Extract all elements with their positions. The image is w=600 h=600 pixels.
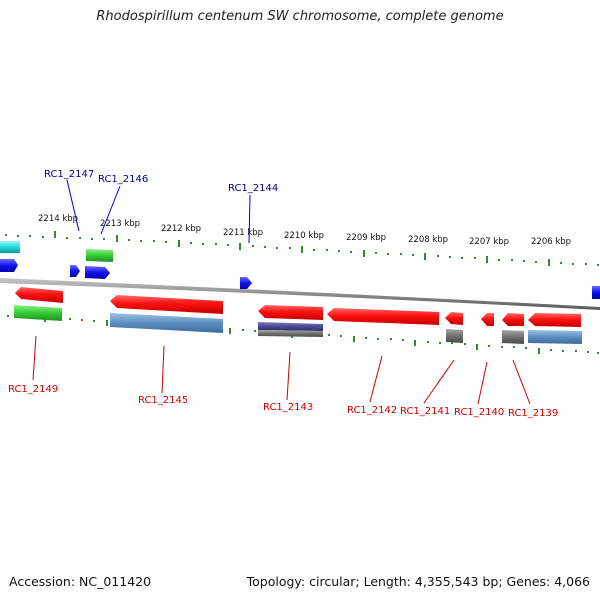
feature-blue-small[interactable] [70,265,80,277]
genome-summary: Topology: circular; Length: 4,355,543 bp… [246,574,590,589]
gene-red-rc1-2140[interactable] [481,313,494,326]
scale-label-2211: 2211 kbp [223,228,263,238]
gene-red-rc1-2149[interactable] [15,287,63,303]
cds-blue-rc1-2145[interactable] [110,313,223,333]
scale-label-2208: 2208 kbp [408,235,448,245]
label-rc1-2140[interactable]: RC1_2140 [454,407,504,418]
cds-blue-rc1-2139[interactable] [528,330,582,344]
gene-red-rc1-2141[interactable] [445,312,463,325]
gene-blue-rc1-2146[interactable] [85,266,110,279]
gene-red-rc1-2142[interactable] [327,308,439,325]
cds-gray-rc1-2143[interactable] [258,330,323,337]
label-rc1-2141[interactable]: RC1_2141 [400,406,450,417]
label-rc1-2146[interactable]: RC1_2146 [98,174,148,185]
feature-cyan-left[interactable] [0,241,20,253]
scale-label-2212: 2212 kbp [161,224,201,234]
cds-blocks [14,305,582,344]
scale-label-2210: 2210 kbp [284,231,324,241]
label-rc1-2147[interactable]: RC1_2147 [44,169,94,180]
upper-scale-ticks [5,231,599,266]
label-rc1-2149[interactable]: RC1_2149 [8,384,58,395]
cds-green-rc1-2146[interactable] [86,249,113,262]
scale-label-2206: 2206 kbp [531,237,571,247]
gene-red-rc1-2139[interactable] [528,313,581,327]
forward-labels: RC1_2147 RC1_2146 RC1_2144 [44,169,278,194]
label-rc1-2142[interactable]: RC1_2142 [347,405,397,416]
scale-label-2214: 2214 kbp [38,214,78,224]
cds-gray-rc1-2139a[interactable] [502,330,524,344]
cds-purple-rc1-2143[interactable] [258,322,323,331]
scale-labels: 2214 kbp 2213 kbp 2212 kbp 2211 kbp 2210… [38,214,571,247]
label-rc1-2144[interactable]: RC1_2144 [228,183,278,194]
chromosome-axis [0,278,600,310]
gene-blue-rc1-2144[interactable] [240,277,252,289]
gene-red-rc1-2143[interactable] [258,305,323,320]
accession-label: Accession: NC_011420 [9,574,152,589]
gene-red-rc1-2139a[interactable] [502,313,524,326]
label-rc1-2143[interactable]: RC1_2143 [263,402,313,413]
cds-green-rc1-2149[interactable] [14,305,62,321]
scale-label-2209: 2209 kbp [346,233,386,243]
feature-blue-right[interactable] [592,286,600,299]
label-rc1-2145[interactable]: RC1_2145 [138,395,188,406]
label-rc1-2139[interactable]: RC1_2139 [508,408,558,419]
feature-blue-left[interactable] [0,259,18,272]
forward-features [0,241,600,299]
scale-label-2213: 2213 kbp [100,219,140,229]
cds-gray-rc1-2141[interactable] [446,329,463,343]
map-title: Rhodospirillum centenum SW chromosome, c… [96,9,504,24]
reverse-leaders [32,335,531,405]
scale-label-2207: 2207 kbp [469,237,509,247]
forward-leaders [66,179,251,244]
gene-red-rc1-2145[interactable] [110,295,223,314]
reverse-labels: RC1_2149 RC1_2145 RC1_2143 RC1_2142 RC1_… [8,384,558,419]
reverse-genes [15,287,581,327]
